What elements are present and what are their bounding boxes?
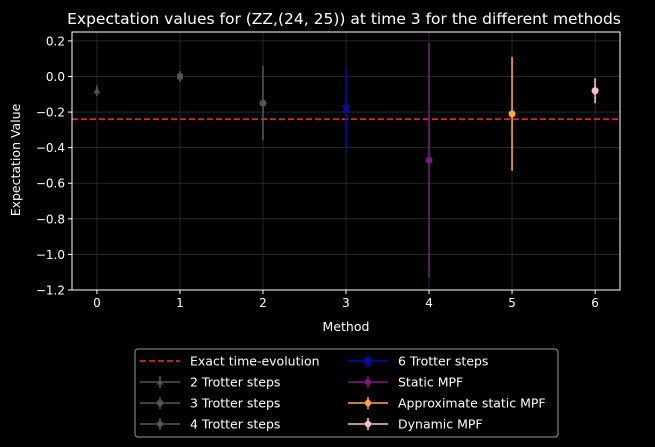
y-axis-label: Expectation Value xyxy=(8,103,23,216)
series-errorbar xyxy=(425,42,433,278)
legend-label: Static MPF xyxy=(398,375,463,390)
series-errorbar xyxy=(508,56,516,171)
y-axis-ticks: 0.2 0.0 −0.2 −0.4 −0.6 −0.8 −1.0 −1.2 xyxy=(36,34,72,298)
legend-handle xyxy=(140,418,180,430)
x-axis-ticks: 0 1 2 3 4 5 6 xyxy=(93,290,599,310)
y-tick-label: −1.2 xyxy=(36,284,65,298)
legend-handle xyxy=(348,376,388,388)
data-marks xyxy=(93,42,599,278)
legend-marker xyxy=(364,420,372,428)
y-tick-label: −0.2 xyxy=(36,106,65,120)
legend-label: 3 Trotter steps xyxy=(190,396,280,411)
legend-handle xyxy=(140,376,180,388)
chart-title: Expectation values for (ZZ,(24, 25)) at … xyxy=(67,10,621,28)
x-tick-label: 2 xyxy=(259,296,267,310)
data-point xyxy=(93,87,101,94)
series-errorbar xyxy=(341,69,351,148)
legend-label: 4 Trotter steps xyxy=(190,417,280,432)
y-tick-label: −0.4 xyxy=(36,141,65,155)
data-point xyxy=(259,99,267,107)
x-tick-label: 4 xyxy=(425,296,433,310)
legend-marker xyxy=(364,357,372,365)
y-tick-label: −0.6 xyxy=(36,177,65,191)
legend-label: Dynamic MPF xyxy=(398,417,483,432)
legend-marker xyxy=(364,399,372,407)
data-point xyxy=(425,156,433,164)
legend-label: Exact time-evolution xyxy=(190,354,320,369)
y-tick-label: 0.2 xyxy=(46,34,65,48)
legend-marker xyxy=(156,420,164,428)
series-errorbar xyxy=(176,71,183,82)
y-tick-label: 0.0 xyxy=(46,70,65,84)
x-tick-label: 5 xyxy=(508,296,516,310)
y-tick-label: −0.8 xyxy=(36,212,65,226)
data-point xyxy=(591,87,599,95)
y-tick-label: −1.0 xyxy=(36,248,65,262)
legend-handle xyxy=(140,397,180,409)
legend-handle xyxy=(348,355,388,367)
x-axis-label: Method xyxy=(323,319,370,334)
legend-label: 6 Trotter steps xyxy=(398,354,488,369)
x-tick-label: 0 xyxy=(93,296,101,310)
data-point xyxy=(508,110,516,118)
legend-marker xyxy=(156,378,164,385)
x-tick-label: 3 xyxy=(342,296,350,310)
legend-label: 2 Trotter steps xyxy=(190,375,280,390)
x-tick-label: 1 xyxy=(176,296,184,310)
legend: Exact time-evolution 2 Trotter steps 3 Tro… xyxy=(134,348,559,438)
legend-label: Approximate static MPF xyxy=(398,396,546,411)
series-errorbar xyxy=(93,85,101,97)
series-errorbar xyxy=(591,78,599,104)
legend-marker xyxy=(364,378,372,386)
data-point xyxy=(176,73,183,80)
data-point xyxy=(341,104,351,113)
legend-marker xyxy=(157,400,163,406)
legend-box xyxy=(134,348,559,438)
x-tick-label: 6 xyxy=(591,296,599,310)
legend-handle xyxy=(348,418,388,430)
series-errorbar xyxy=(259,65,267,141)
legend-handle xyxy=(348,397,388,409)
